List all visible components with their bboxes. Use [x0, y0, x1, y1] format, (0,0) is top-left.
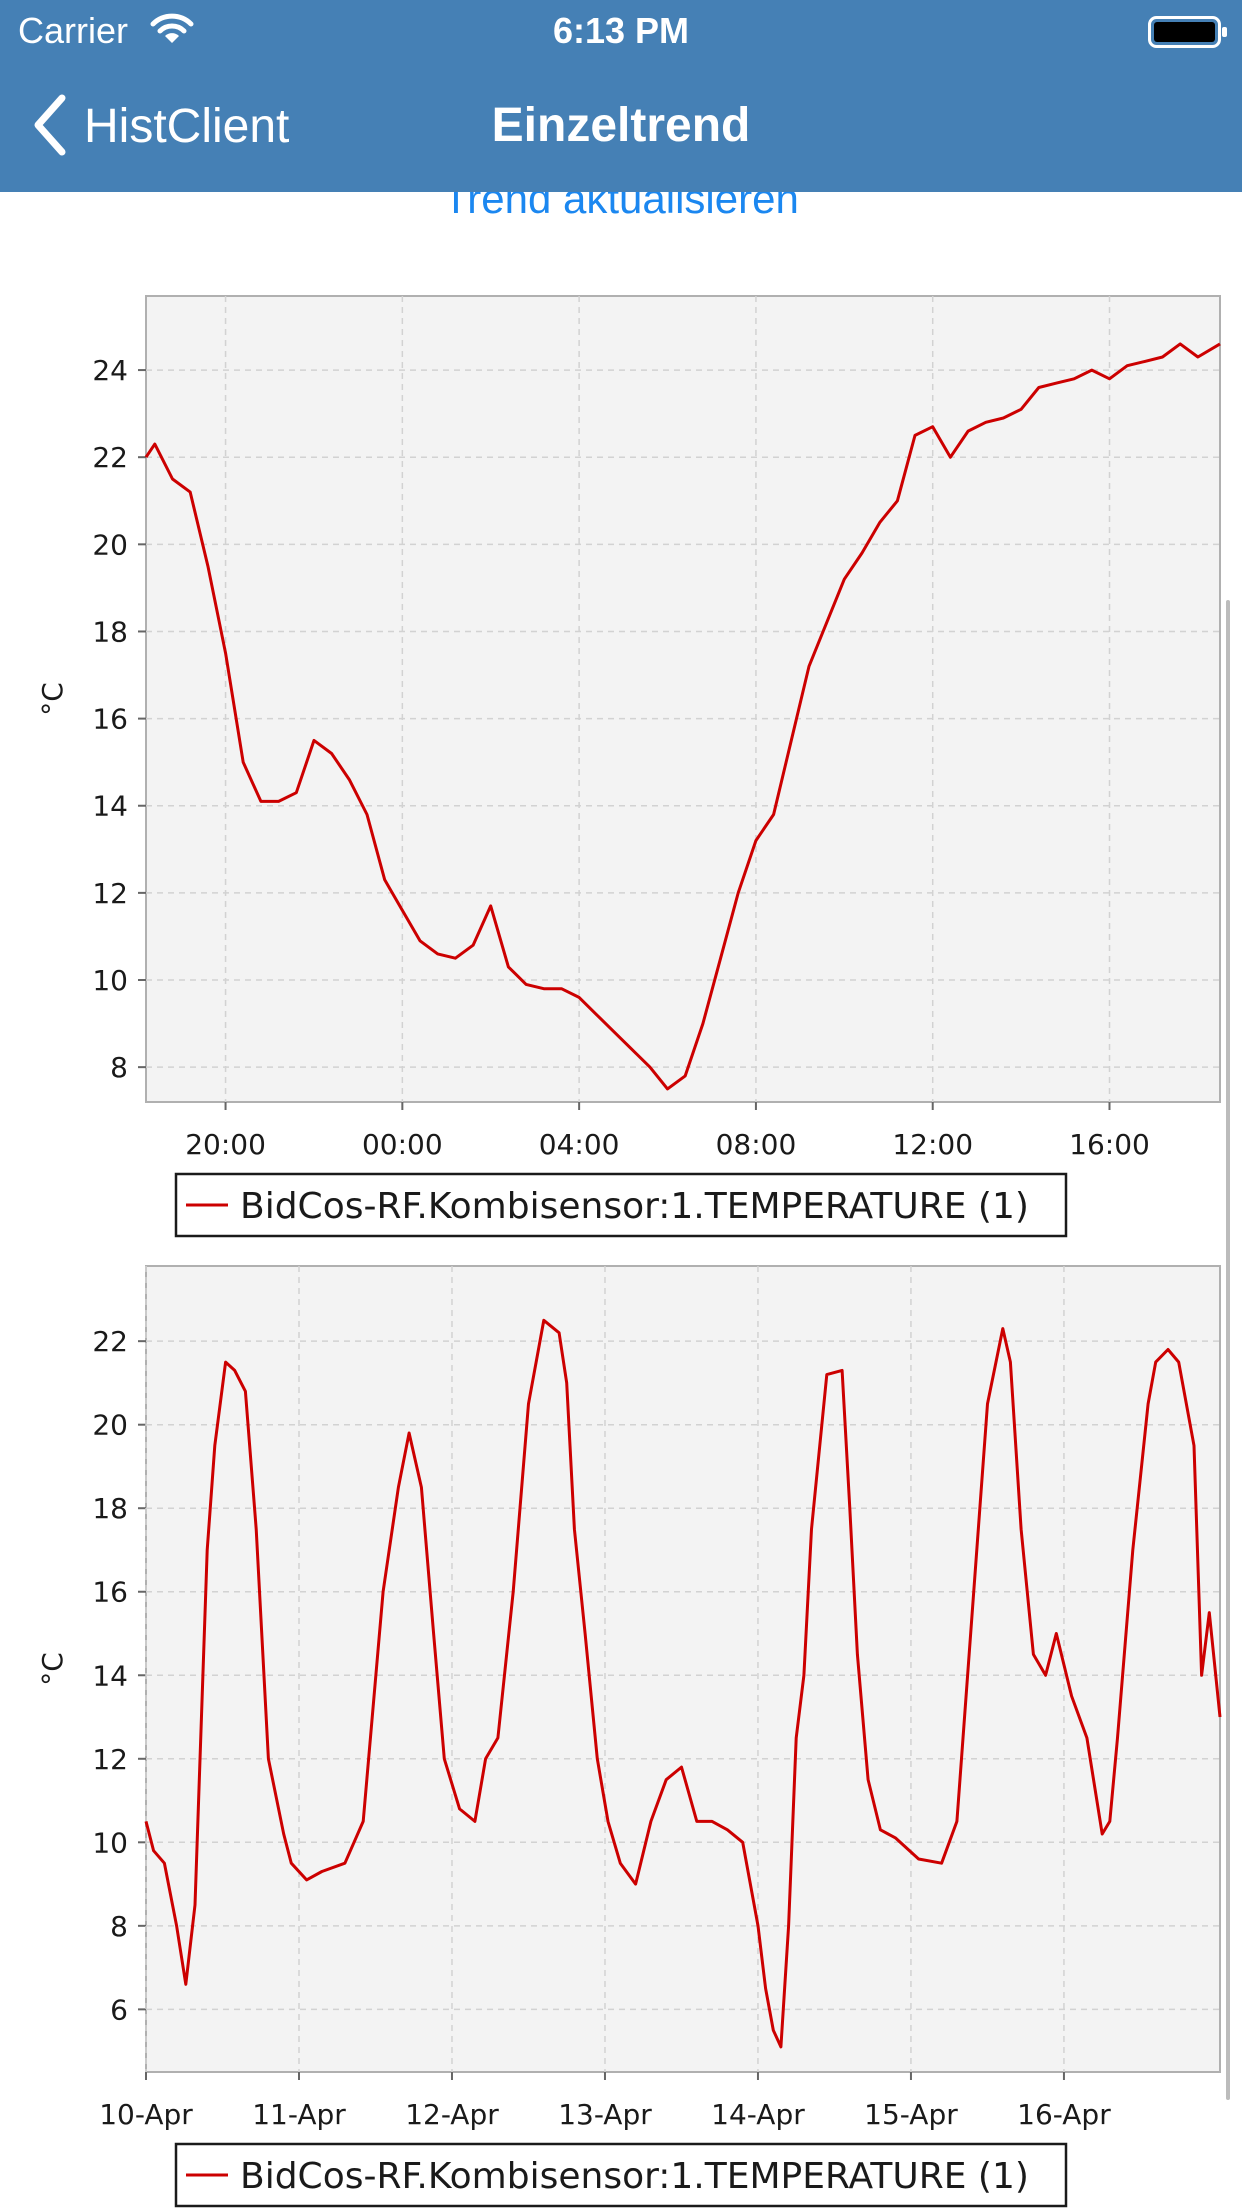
x-tick-label: 16:00 [1069, 1128, 1150, 1161]
y-tick-label: 8 [110, 1910, 128, 1943]
series-line [144, 342, 1221, 1091]
y-tick-label: 14 [92, 1659, 128, 1692]
scroll-indicator[interactable] [1226, 600, 1230, 2100]
y-tick-label: 16 [92, 1576, 128, 1609]
day-trend-chart: 8 10 12 14 16 18 20 22 24 20:00 00:00 04:00 08:00 12:… [36, 295, 1221, 1238]
navigation-bar: Carrier 6:13 PM HistClient Einzeltrend [0, 0, 1242, 192]
chevron-left-icon [32, 94, 68, 161]
y-tick-label: 20 [92, 528, 128, 561]
y-tick-label: 22 [92, 1325, 128, 1358]
y-axis-title: °C [36, 682, 69, 716]
x-tick-label: 04:00 [539, 1128, 620, 1161]
y-tick-label: 8 [110, 1051, 128, 1084]
wifi-icon [150, 12, 194, 51]
y-tick-label: 18 [92, 1492, 128, 1525]
legend-label: BidCos-RF.Kombisensor:1.TEMPERATURE (1) [240, 1186, 1029, 1227]
y-axis-title: °C [36, 1652, 69, 1686]
x-tick-label: 20:00 [185, 1128, 266, 1161]
y-tick-label: 22 [92, 441, 128, 474]
x-tick-label: 12:00 [892, 1128, 973, 1161]
y-tick-label: 12 [92, 877, 128, 910]
y-tick-label: 24 [92, 354, 128, 387]
plot-area [145, 1265, 1221, 2073]
x-tick-label: 10-Apr [99, 2098, 193, 2131]
y-tick-label: 20 [92, 1409, 128, 1442]
x-tick-label: 12-Apr [405, 2098, 499, 2131]
legend-label: BidCos-RF.Kombisensor:1.TEMPERATURE (1) [240, 2156, 1029, 2197]
y-tick-label: 6 [110, 1993, 128, 2026]
series-line [144, 1318, 1222, 2049]
carrier-label: Carrier [18, 10, 129, 51]
y-tick-label: 16 [92, 703, 128, 736]
status-time: 6:13 PM [552, 10, 690, 51]
battery-icon [1148, 14, 1228, 55]
page-title: Einzeltrend [491, 99, 751, 152]
y-tick-label: 18 [92, 615, 128, 648]
y-tick-label: 10 [92, 964, 128, 997]
x-tick-label: 00:00 [362, 1128, 443, 1161]
x-tick-label: 15-Apr [864, 2098, 958, 2131]
x-tick-label: 13-Apr [558, 2098, 652, 2131]
back-label: HistClient [84, 100, 290, 153]
y-tick-label: 14 [92, 790, 128, 823]
x-tick-label: 14-Apr [711, 2098, 805, 2131]
plot-area [145, 295, 1221, 1103]
y-tick-label: 10 [92, 1826, 128, 1859]
y-tick-label: 12 [92, 1743, 128, 1776]
legend-box [174, 1172, 1068, 1238]
x-tick-label: 08:00 [716, 1128, 797, 1161]
x-tick-label: 11-Apr [252, 2098, 346, 2131]
back-button[interactable]: HistClient [32, 92, 289, 162]
legend-box [174, 2142, 1068, 2208]
x-tick-label: 16-Apr [1017, 2098, 1111, 2131]
week-trend-chart: 6 8 10 12 14 16 18 20 22 10-Apr 11-Apr 12-Apr 13-Apr… [36, 1265, 1222, 2208]
